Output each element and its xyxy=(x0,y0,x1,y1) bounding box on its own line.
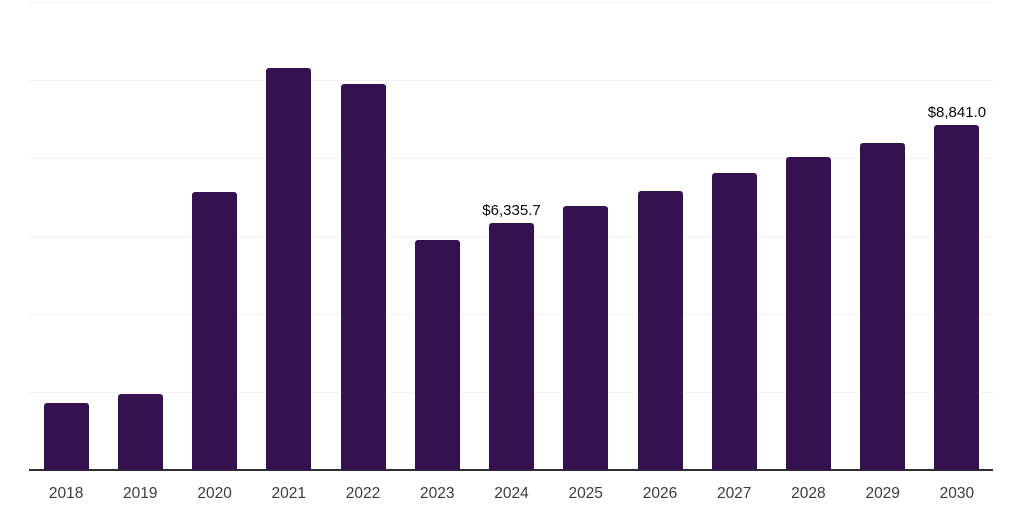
data-label-2024: $6,335.7 xyxy=(482,201,541,219)
x-axis-label-2024: 2024 xyxy=(494,485,529,502)
data-label-2030: $8,841.0 xyxy=(927,104,987,122)
bar-2021 xyxy=(266,68,312,470)
bar-2019 xyxy=(117,394,163,470)
x-axis-label-2019: 2019 xyxy=(123,485,158,502)
bar-2025 xyxy=(563,206,609,470)
x-axis-label-2021: 2021 xyxy=(271,485,307,502)
bar-2018 xyxy=(43,403,89,470)
x-axis-label-2022: 2022 xyxy=(345,485,381,502)
bar-2028 xyxy=(785,157,831,470)
bar-2020 xyxy=(192,191,238,470)
bar-2022 xyxy=(340,84,386,470)
bar-2027 xyxy=(711,173,757,470)
gridline xyxy=(29,2,994,3)
x-axis-label-2030: 2030 xyxy=(939,485,975,502)
bar-2026 xyxy=(637,191,683,470)
x-axis-label-2018: 2018 xyxy=(48,485,84,502)
x-axis-label-2023: 2023 xyxy=(420,485,455,502)
x-axis-label-2025: 2025 xyxy=(568,485,603,502)
x-axis-line xyxy=(29,469,993,471)
x-axis-label-2027: 2027 xyxy=(716,485,752,502)
bar-2030 xyxy=(934,125,980,470)
bar-2023 xyxy=(414,239,460,470)
x-axis-label-2026: 2026 xyxy=(642,485,678,502)
x-axis-label-2028: 2028 xyxy=(791,485,826,502)
x-axis-label-2029: 2029 xyxy=(865,485,900,502)
gridline xyxy=(29,158,994,159)
bar-2024 xyxy=(489,222,534,470)
gridline xyxy=(29,80,994,81)
x-axis-label-2020: 2020 xyxy=(197,485,232,502)
bar-2029 xyxy=(860,143,906,470)
